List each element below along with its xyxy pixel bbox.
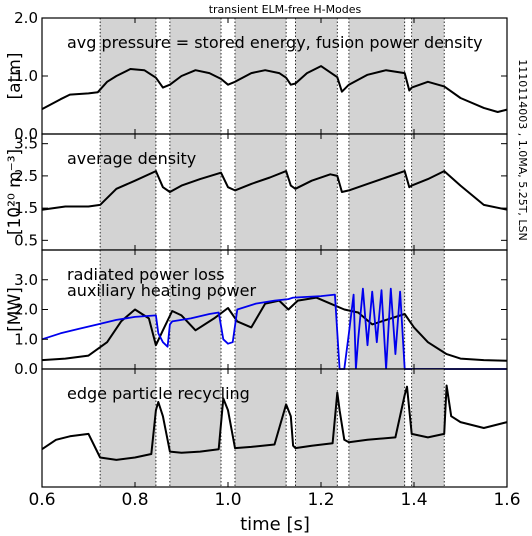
- shaded-band: [295, 369, 338, 487]
- y-tick-label: 1.5: [14, 199, 38, 217]
- shaded-band: [348, 134, 405, 250]
- shaded-band: [411, 134, 445, 250]
- x-tick-label: 1.2: [307, 490, 334, 510]
- y-tick-label: 3.0: [14, 271, 38, 289]
- shaded-band: [100, 369, 156, 487]
- panel-2: 0.5 1.5 2.5 3.5 average density [10²⁰ m⁻³]: [5, 133, 508, 251]
- series-line-1: [41, 170, 508, 211]
- shaded-band: [234, 250, 287, 369]
- shaded-band: [100, 250, 156, 369]
- side-annotation: 1110114003 , 1.0MA, 5.25T, LSN: [516, 59, 529, 241]
- shaded-band: [100, 134, 156, 250]
- shaded-band: [348, 18, 405, 134]
- y-tick-label: 2.0: [14, 9, 38, 27]
- y-tick-label: 0.0: [14, 125, 38, 143]
- shaded-band: [169, 250, 222, 369]
- series-line-1: [41, 384, 508, 461]
- panel-frame: [41, 368, 508, 488]
- panel-label: avg pressure = stored energy, fusion pow…: [67, 33, 483, 52]
- panel-3: 0.0 1.0 2.0 3.0 radiated power lossauxiliary…: [5, 249, 508, 378]
- y-tick-label: 3.5: [14, 135, 38, 153]
- series-line-2: [41, 287, 507, 370]
- series-line-1: [41, 296, 508, 362]
- chart-title: transient ELM-free H-Modes: [209, 3, 362, 16]
- y-tick-label: 1.0: [14, 67, 38, 85]
- series-line-1: [41, 65, 508, 113]
- shaded-band: [234, 369, 287, 487]
- x-tick-label: 0.6: [28, 490, 55, 510]
- shaded-band: [169, 18, 222, 134]
- shaded-band: [234, 18, 287, 134]
- shaded-band: [169, 369, 222, 487]
- y-tick-label: 0.0: [14, 360, 38, 378]
- x-tick-label: 1.4: [400, 490, 427, 510]
- y-axis-label: [MW]: [5, 287, 25, 332]
- shaded-band: [100, 18, 156, 134]
- panels-layer: 0.0 1.0 2.0 avg pressure = stored energy, f…: [5, 9, 521, 510]
- y-axis-label: [10²⁰ m⁻³]: [5, 149, 25, 235]
- x-tick-label: 1.0: [214, 490, 241, 510]
- y-tick-label: 1.0: [14, 330, 38, 348]
- y-tick-label: 2.0: [14, 301, 38, 319]
- shaded-band: [234, 134, 287, 250]
- y-axis-label: [atm]: [5, 53, 25, 100]
- shaded-band: [411, 369, 445, 487]
- shaded-band: [169, 134, 222, 250]
- panel-label: average density: [67, 149, 196, 168]
- shaded-band: [348, 369, 405, 487]
- shaded-band: [411, 18, 445, 134]
- panel-4: edge particle recycling: [41, 368, 508, 488]
- x-axis-label: time [s]: [240, 514, 310, 535]
- y-tick-label: 0.5: [14, 231, 38, 249]
- y-tick-label: 2.5: [14, 167, 38, 185]
- panel-1: 0.0 1.0 2.0 avg pressure = stored energy, f…: [5, 9, 508, 143]
- panel-label-secondary: auxiliary heating power: [67, 281, 256, 300]
- panel-label: radiated power loss: [67, 265, 225, 284]
- shaded-band: [295, 250, 338, 369]
- shaded-band: [411, 250, 445, 369]
- shaded-band: [295, 134, 338, 250]
- x-tick-label: 1.6: [493, 490, 520, 510]
- x-tick-label: 0.8: [121, 490, 148, 510]
- panel-label: edge particle recycling: [67, 384, 250, 403]
